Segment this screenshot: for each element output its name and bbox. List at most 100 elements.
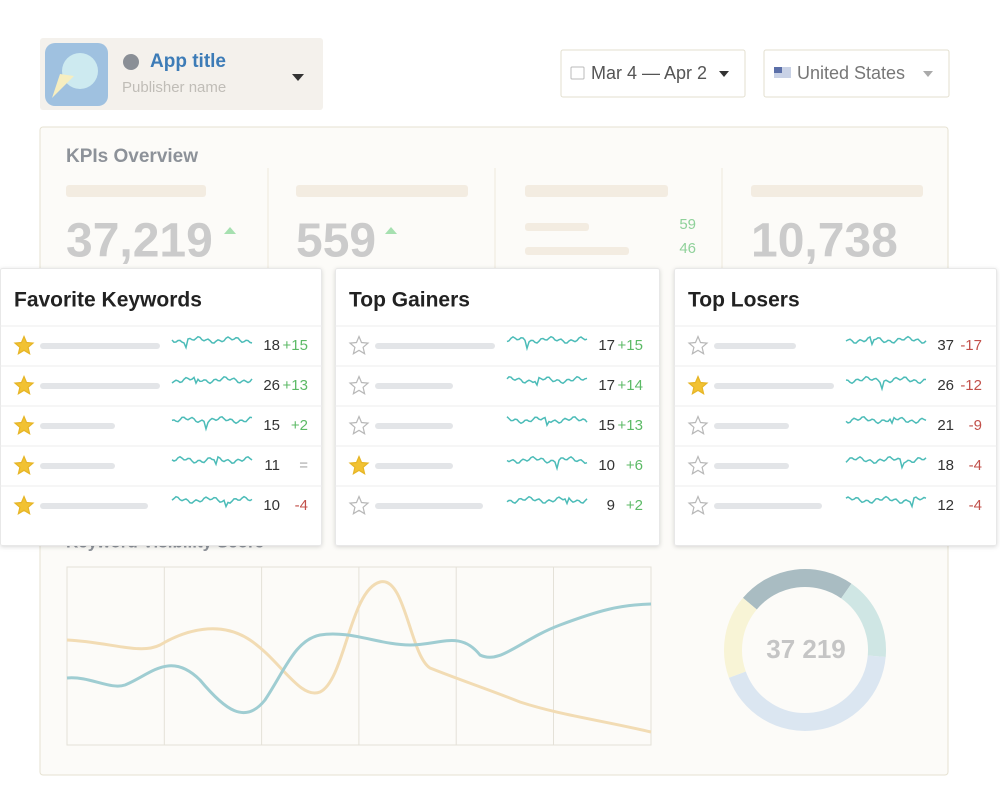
app-icon-shape (52, 74, 74, 98)
favorite-star[interactable] (687, 454, 709, 475)
favorite-star[interactable] (348, 454, 370, 475)
sparkline (845, 335, 927, 347)
sparkline (845, 375, 927, 392)
donut-segment (724, 597, 757, 678)
kpi-small-value: 46 (679, 240, 696, 257)
placeholder (66, 185, 206, 197)
keyword-placeholder (40, 463, 115, 469)
date-picker[interactable] (560, 49, 746, 98)
rank: 17 (598, 377, 615, 394)
placeholder (751, 185, 923, 197)
calendar-icon (570, 66, 585, 80)
rank-change: +6 (626, 457, 643, 474)
keyword-placeholder (714, 423, 789, 429)
rank: 37 (937, 337, 954, 354)
sparkline (845, 495, 927, 509)
app-selector[interactable] (40, 38, 323, 110)
sparkline (506, 375, 588, 387)
rank-change: +13 (618, 417, 643, 434)
donut-segment (742, 569, 852, 610)
favorite-star[interactable] (13, 414, 35, 435)
sparkline (171, 455, 253, 467)
apple-icon (123, 54, 139, 70)
rank: 18 (937, 457, 954, 474)
rank: 21 (937, 417, 954, 434)
placeholder (296, 185, 468, 197)
sparkline (171, 375, 253, 385)
favorite-star[interactable] (687, 414, 709, 435)
rank: 15 (598, 417, 615, 434)
rank: 10 (263, 497, 280, 514)
trend-up (224, 227, 236, 234)
keyword-placeholder (40, 423, 115, 429)
sparkline (506, 455, 588, 472)
rank-change: +14 (618, 377, 643, 394)
rank: 26 (263, 377, 280, 394)
rank-change: = (299, 457, 308, 474)
favorite-star[interactable] (13, 374, 35, 395)
placeholder (525, 247, 629, 255)
keyword-card: Top Losers 37 -17 26 -12 21 -9 18 -4 12 -4 (674, 268, 997, 546)
sparkline (171, 495, 253, 509)
dropdown-caret (719, 71, 729, 77)
keyword-placeholder (714, 383, 834, 389)
donut (724, 569, 886, 731)
kpi-small-value: 59 (679, 216, 696, 233)
favorite-star[interactable] (687, 494, 709, 515)
sparkline (506, 495, 588, 506)
sparkline (845, 455, 927, 470)
rank-change: +2 (291, 417, 308, 434)
favorite-star[interactable] (13, 454, 35, 475)
kpi-value: 10,738 (751, 215, 898, 268)
placeholder (525, 223, 589, 231)
country-picker[interactable] (763, 49, 950, 98)
flag-icon (774, 67, 782, 73)
keyword-placeholder (40, 343, 160, 349)
favorite-star[interactable] (348, 414, 370, 435)
favorite-star[interactable] (13, 494, 35, 515)
keyword-placeholder (375, 423, 453, 429)
rank: 11 (264, 457, 280, 474)
rank-change: +15 (618, 337, 643, 354)
rank-change: -12 (960, 377, 982, 394)
favorite-star[interactable] (13, 334, 35, 355)
rank-change: -17 (960, 337, 982, 354)
rank-change: -4 (969, 497, 982, 514)
rank-change: +13 (283, 377, 308, 394)
kpi-title: KPIs Overview (66, 146, 198, 167)
donut-segment (728, 655, 886, 731)
donut-segment (840, 583, 886, 658)
dropdown-caret (292, 74, 304, 81)
favorite-star[interactable] (348, 494, 370, 515)
country: United States (797, 63, 905, 83)
rank: 15 (263, 417, 280, 434)
app-title: App title (150, 51, 226, 72)
sparkline (171, 335, 253, 350)
card-title: Favorite Keywords (14, 289, 202, 312)
trend-line (66, 580, 652, 734)
rank: 9 (607, 497, 615, 514)
favorite-star[interactable] (687, 334, 709, 355)
sparkline (506, 416, 588, 428)
date-range: Mar 4 — Apr 2 (591, 63, 707, 83)
sparkline (845, 415, 927, 425)
app-icon-shape (62, 53, 98, 89)
card-title: Top Losers (688, 289, 800, 312)
favorite-star[interactable] (348, 334, 370, 355)
keyword-placeholder (375, 343, 495, 349)
keyword-placeholder (40, 503, 148, 509)
favorite-star[interactable] (348, 374, 370, 395)
rank: 26 (937, 377, 954, 394)
sparkline (171, 415, 253, 432)
keyword-placeholder (375, 383, 453, 389)
dropdown-caret (923, 71, 933, 77)
donut-total: 37 219 (766, 634, 846, 664)
rank: 12 (937, 497, 954, 514)
keyword-placeholder (375, 463, 453, 469)
flag-icon (774, 67, 791, 78)
rank-change: +2 (626, 497, 643, 514)
kpi-value: 559 (296, 215, 376, 268)
rank: 10 (598, 457, 615, 474)
favorite-star[interactable] (687, 374, 709, 395)
